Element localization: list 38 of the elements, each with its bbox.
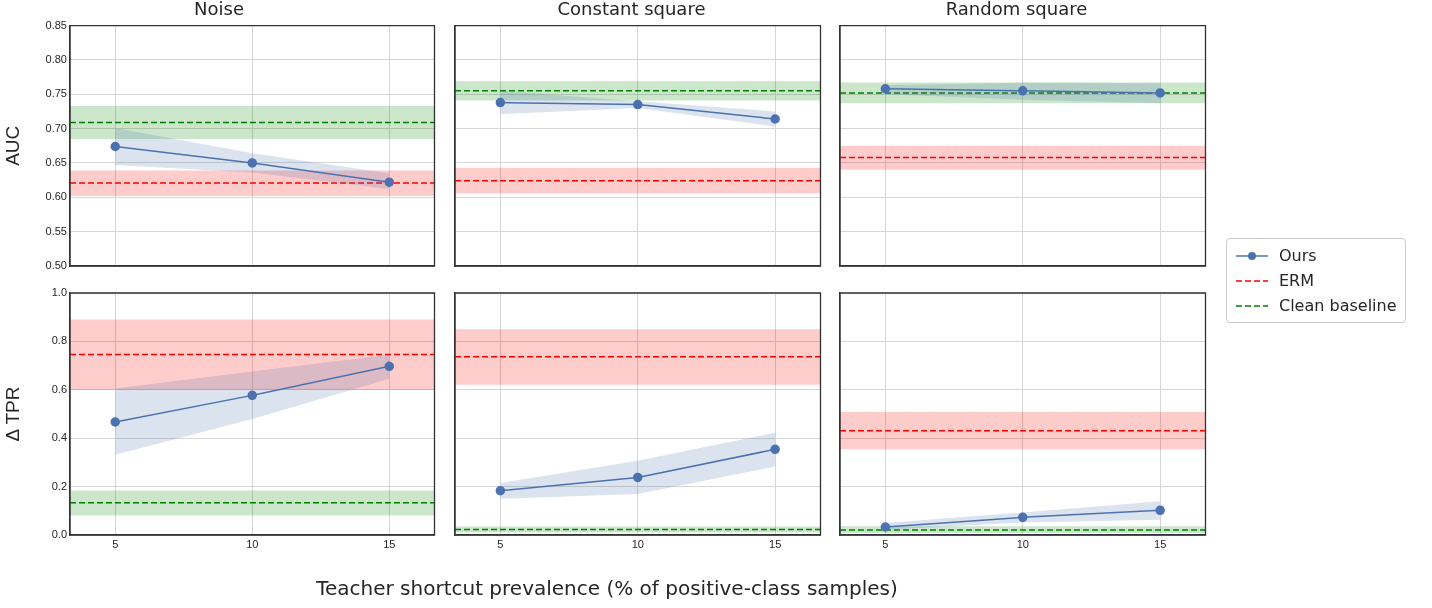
x-tick-label: 10 (1016, 537, 1029, 550)
x-tick-label: 15 (769, 537, 782, 550)
y-tick-label: 0.55 (45, 224, 67, 237)
y-tick-label: 1.0 (51, 286, 67, 299)
x-tick-label: 5 (112, 537, 119, 550)
y-tick-label: 0.65 (45, 156, 67, 168)
x-tick-label: 15 (383, 537, 396, 550)
chart-title: Constant square (557, 0, 706, 20)
point (384, 361, 395, 372)
y-tick-label: 0.85 (45, 18, 67, 31)
legend-label: Clean baseline (1279, 296, 1397, 315)
chart-title: Random square (945, 0, 1088, 20)
point (247, 390, 257, 401)
y-tick-label: 0.50 (45, 259, 67, 272)
y-tick-label: 0.80 (45, 52, 67, 65)
y-axis-title: Δ TPR (1, 386, 23, 442)
legend-label: Ours (1279, 246, 1317, 265)
y-tick-label: 0.8 (51, 334, 67, 347)
chart-title: Noise (194, 0, 244, 20)
y-tick-label: 0.60 (45, 190, 67, 203)
point (110, 417, 120, 427)
y-axis-title: AUC (1, 125, 23, 166)
y-tick-label: 0.2 (51, 479, 67, 492)
x-tick-label: 10 (631, 537, 644, 550)
y-tick-label: 0.0 (51, 528, 67, 541)
y-tick-label: 0.4 (51, 431, 67, 444)
point (247, 158, 257, 168)
x-tick-label: 10 (246, 537, 259, 550)
x-axis-title: Teacher shortcut prevalence (% of positive-class samples) (315, 576, 899, 600)
y-tick-label: 0.75 (45, 87, 67, 100)
x-tick-label: 15 (1154, 537, 1167, 550)
legend-label: ERM (1279, 271, 1315, 290)
x-tick-label: 5 (497, 537, 504, 550)
x-tick-label: 5 (882, 537, 889, 550)
y-tick-label: 0.70 (45, 121, 67, 134)
point (384, 177, 395, 187)
y-tick-label: 0.6 (51, 382, 67, 395)
point (110, 141, 120, 152)
